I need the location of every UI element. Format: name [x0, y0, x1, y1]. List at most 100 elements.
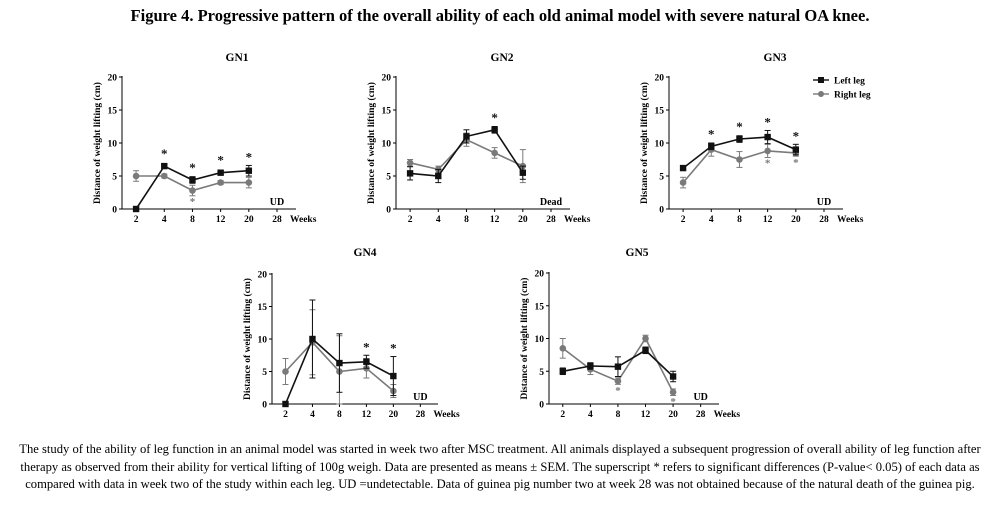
- right-leg-significance-star: *: [670, 396, 676, 408]
- chart-gn2: GN2 0 5 10 15 20 2 4 8 12 20 28 Weeks Distance of wei…: [366, 52, 591, 225]
- right-leg-point: [679, 179, 687, 186]
- y-tick-label: 10: [108, 140, 118, 150]
- x-tick-label: 28: [696, 410, 706, 420]
- annotation-dead: Dead: [540, 197, 563, 208]
- x-tick-label: 2: [408, 215, 413, 225]
- left-leg-point: [792, 146, 800, 153]
- left-leg-point: [736, 135, 743, 143]
- x-tick-label: 20: [244, 215, 254, 225]
- right-leg-significance-star: *: [190, 196, 196, 208]
- y-tick-label: 15: [655, 107, 665, 117]
- left-leg-point: [669, 373, 677, 380]
- right-leg-point: [217, 179, 224, 186]
- y-tick-label: 15: [108, 107, 118, 117]
- y-tick-label: 5: [112, 173, 117, 183]
- right-leg-point: [189, 187, 196, 194]
- chart-gn5: GN5 0 5 10 15 20 2 4 8 12 20 28 Weeks Distance of wei…: [519, 247, 740, 420]
- right-leg-point: [642, 335, 649, 342]
- annotation-ud: UD: [270, 197, 284, 208]
- left-leg-point: [406, 170, 414, 177]
- right-leg-point: [491, 149, 498, 157]
- figure-caption: The study of the ability of leg function…: [19, 442, 981, 491]
- y-tick-label: 10: [258, 336, 268, 346]
- right-leg-point: [669, 388, 677, 396]
- chart-title: GN2: [491, 52, 514, 64]
- y-tick-label: 5: [386, 173, 391, 183]
- left-leg-point: [559, 368, 566, 375]
- chart-gn4: GN4 0 5 10 15 20 2 4 8 12 20 28 Weeks Distance of wei…: [242, 247, 460, 420]
- y-tick-label: 20: [655, 74, 665, 84]
- y-tick-label: 10: [382, 140, 392, 150]
- x-tick-label: 4: [310, 410, 315, 420]
- y-axis-label: Distance of weight lifting (cm): [519, 278, 530, 400]
- x-tick-label: 8: [737, 215, 742, 225]
- left-leg-significance-star: *: [491, 110, 498, 125]
- left-leg-significance-star: *: [708, 126, 715, 141]
- y-axis-label: Distance of weight lifting (cm): [366, 82, 377, 204]
- right-leg-significance-star: *: [793, 157, 799, 169]
- chart-title: GN4: [354, 247, 377, 259]
- left-leg-significance-star: *: [390, 341, 397, 356]
- right-leg-point: [764, 147, 771, 155]
- x-tick-label: 2: [134, 215, 139, 225]
- y-tick-label: 5: [262, 368, 267, 378]
- left-leg-point: [363, 358, 370, 365]
- chart-gn3: GN3 0 5 10 15 20 2 4 8 12 20 28 Weeks Distance of wei…: [639, 52, 871, 225]
- x-tick-label: 12: [490, 215, 500, 225]
- x-axis-label: Weeks: [290, 215, 317, 225]
- x-tick-label: 20: [389, 410, 399, 420]
- left-leg-significance-star: *: [161, 146, 168, 161]
- left-leg-point: [217, 169, 224, 176]
- left-leg-point: [708, 143, 715, 150]
- left-leg-significance-star: *: [736, 119, 743, 134]
- legend-label: Left leg: [834, 77, 865, 87]
- left-leg-point: [282, 400, 289, 408]
- y-tick-label: 0: [659, 206, 664, 216]
- right-leg-significance-star: *: [615, 385, 621, 397]
- y-tick-label: 20: [382, 74, 392, 84]
- y-tick-label: 20: [535, 270, 545, 280]
- x-axis-label: Weeks: [433, 410, 460, 420]
- y-tick-label: 15: [258, 303, 268, 313]
- right-leg-point: [282, 368, 289, 375]
- chart-gn1: GN1 0 5 10 15 20 2 4 8 12 20 28 Weeks Distance of wei…: [92, 52, 317, 225]
- right-leg-point: [614, 377, 622, 385]
- x-tick-label: 4: [436, 215, 441, 225]
- left-leg-point: [161, 162, 168, 170]
- right-leg-significance-star: *: [765, 158, 771, 170]
- x-tick-label: 28: [819, 215, 829, 225]
- left-leg-point: [642, 347, 649, 354]
- x-tick-label: 20: [668, 410, 678, 420]
- left-leg-point: [519, 169, 527, 176]
- left-leg-significance-star: *: [217, 153, 224, 168]
- x-tick-label: 4: [709, 215, 714, 225]
- y-axis-label: Distance of weight lifting (cm): [242, 278, 253, 400]
- x-tick-label: 4: [162, 215, 167, 225]
- x-axis-label: Weeks: [564, 215, 591, 225]
- x-tick-label: 20: [518, 215, 528, 225]
- chart-title: GN5: [626, 247, 649, 259]
- x-tick-label: 4: [588, 410, 593, 420]
- x-tick-label: 2: [681, 215, 686, 225]
- x-tick-label: 28: [546, 215, 556, 225]
- x-axis-label: Weeks: [714, 410, 741, 420]
- figure-title: Figure 4. Progressive pattern of the ove…: [130, 6, 870, 25]
- right-leg-point: [406, 159, 414, 167]
- legend-marker-square: [818, 77, 824, 83]
- x-tick-label: 8: [464, 215, 469, 225]
- y-tick-label: 20: [258, 271, 268, 281]
- x-tick-label: 8: [190, 215, 195, 225]
- left-leg-point: [587, 362, 594, 370]
- y-tick-label: 10: [535, 335, 545, 345]
- y-tick-label: 15: [382, 107, 392, 117]
- left-leg-point: [614, 363, 622, 370]
- x-tick-label: 12: [216, 215, 226, 225]
- x-tick-label: 8: [337, 410, 342, 420]
- annotation-ud: UD: [817, 197, 831, 208]
- y-tick-label: 0: [539, 401, 544, 411]
- x-tick-label: 28: [272, 215, 282, 225]
- y-tick-label: 20: [108, 74, 118, 84]
- x-tick-label: 2: [560, 410, 565, 420]
- left-leg-point: [764, 133, 771, 141]
